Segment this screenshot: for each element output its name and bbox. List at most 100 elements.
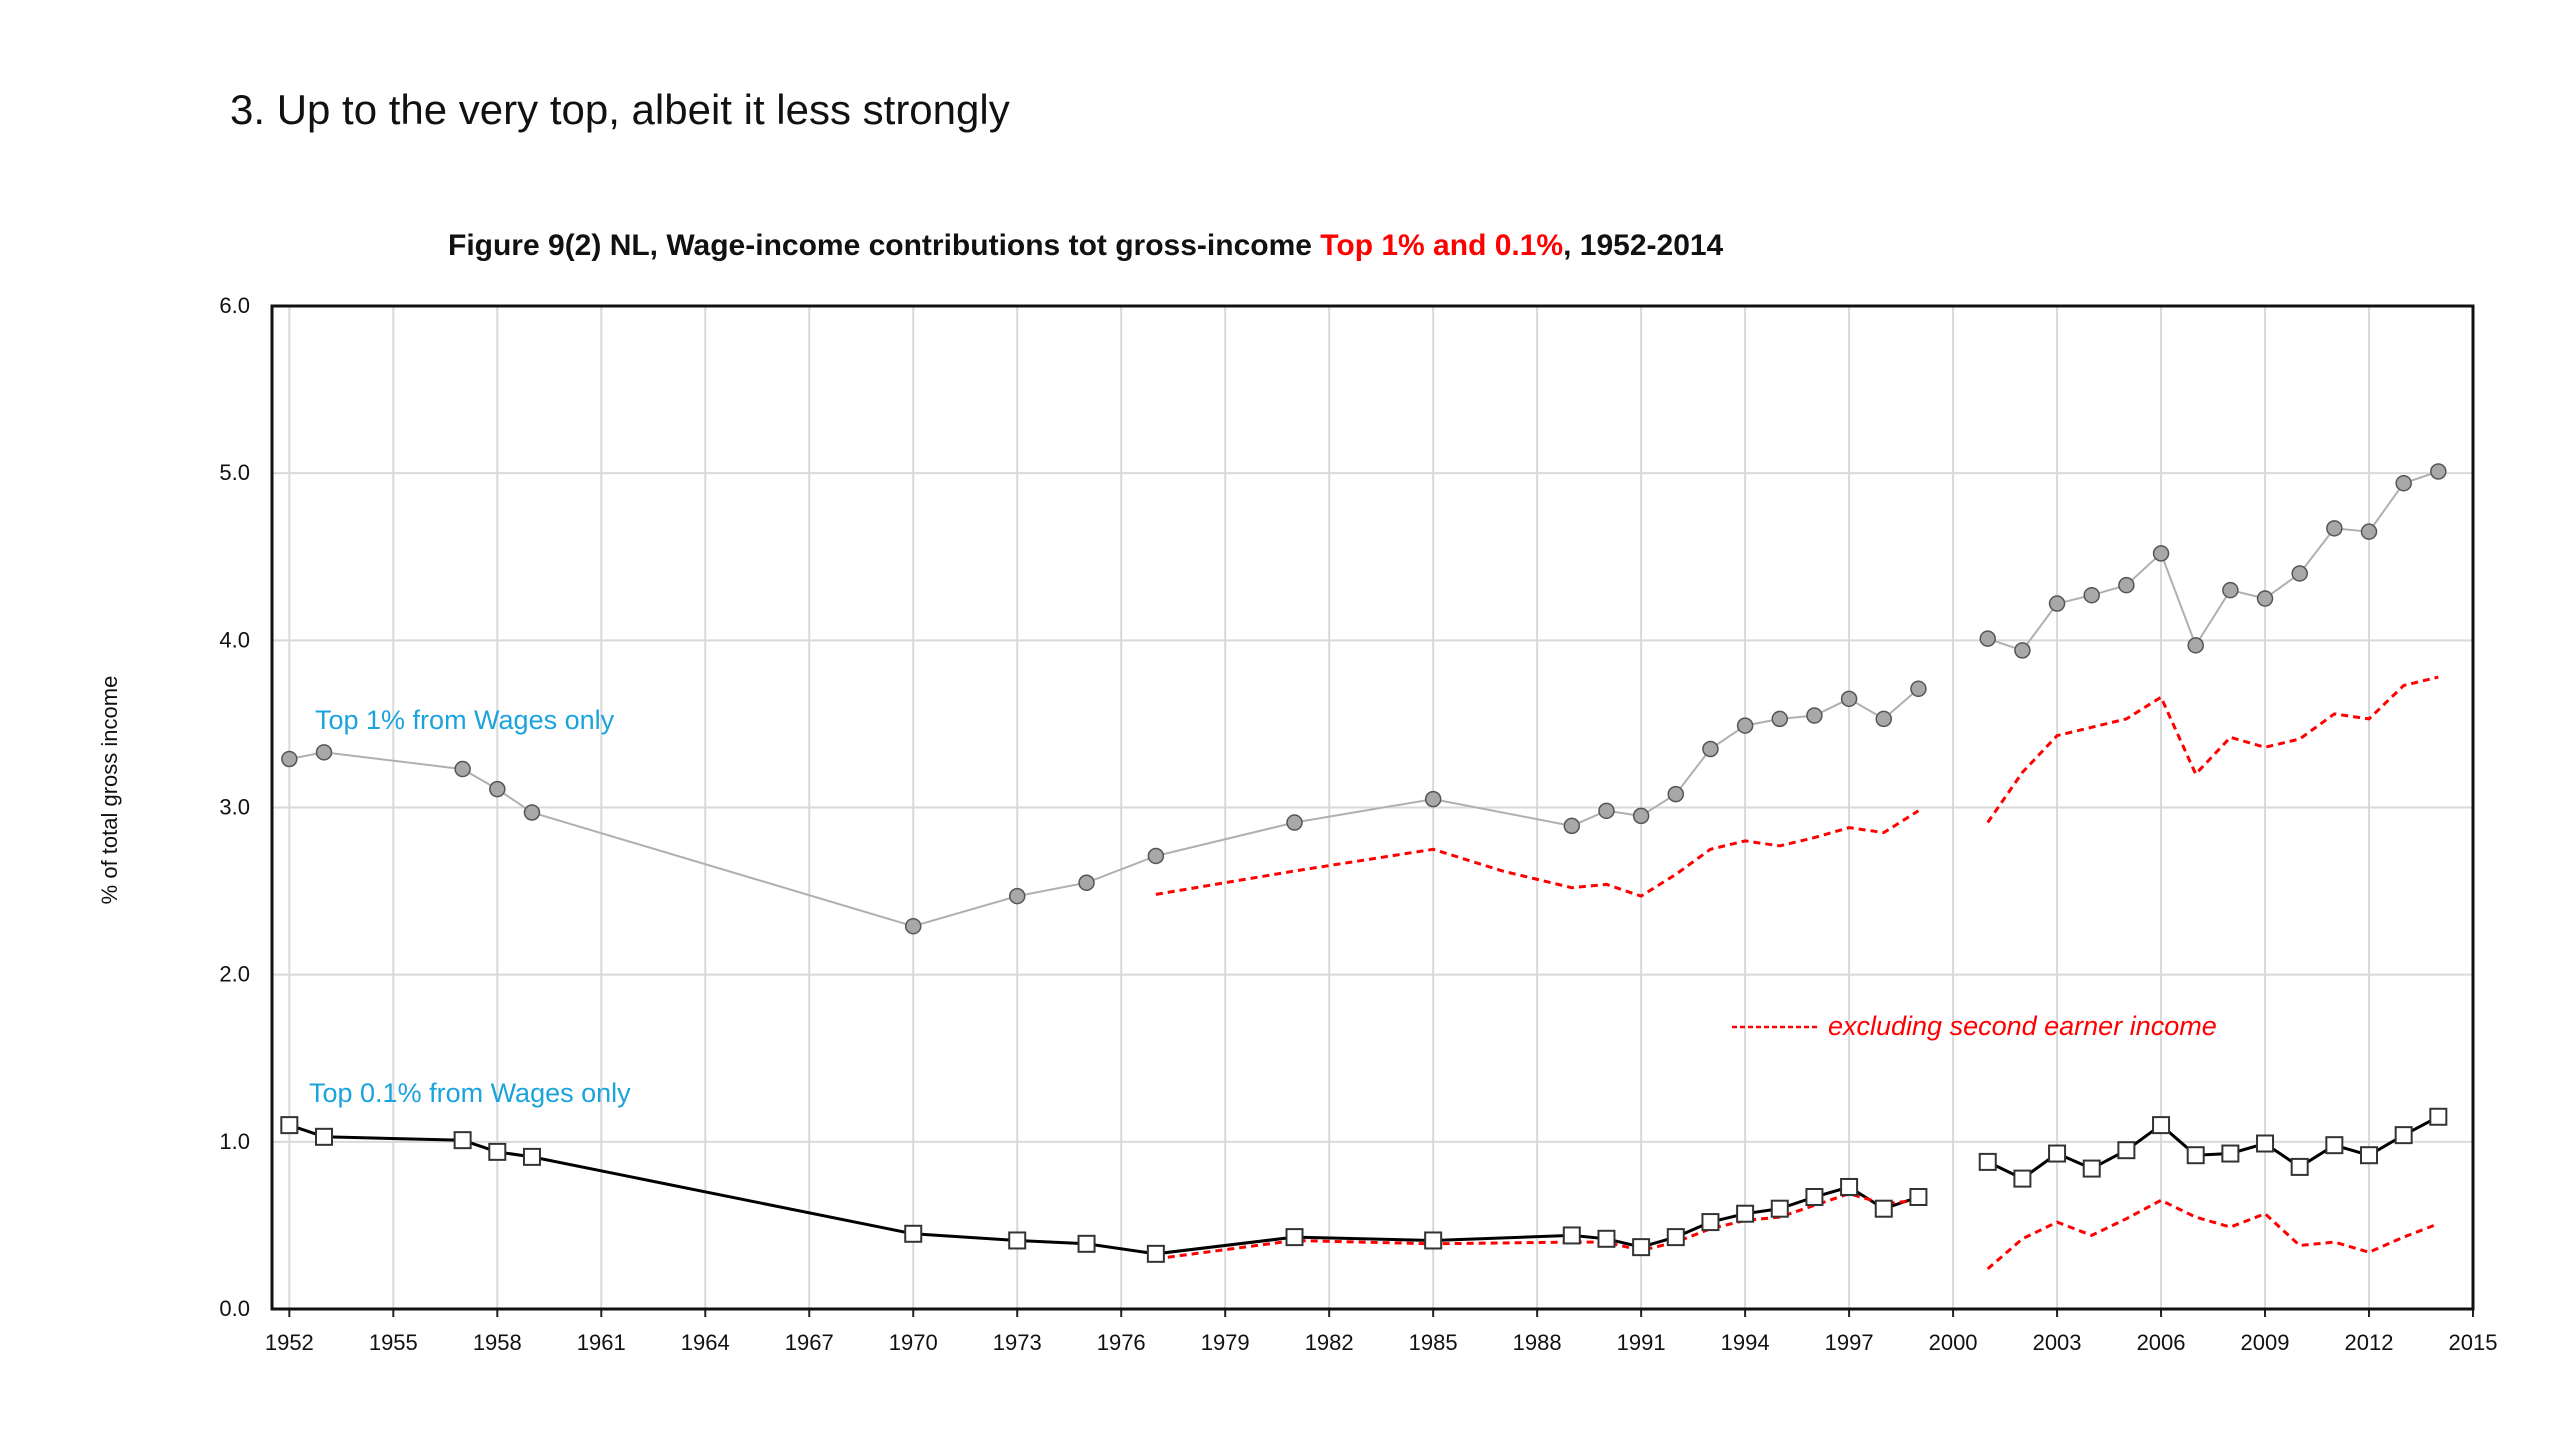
top01-data-point [522,1147,541,1166]
top1-data-point [315,744,333,761]
y-tick-label: 1.0 [219,1129,250,1154]
top1-data-point [2256,590,2274,607]
y-tick-label: 6.0 [219,293,250,318]
top1-excluding-line [1155,809,1920,898]
top1-data-point [2083,586,2100,604]
x-tick-label: 1985 [1409,1330,1458,1355]
top01-data-point [314,1127,333,1146]
x-tick-label: 1964 [681,1330,730,1355]
top01-data-point [1632,1238,1651,1257]
top1-data-point [1979,630,1996,647]
x-tick-label: 1979 [1201,1330,1250,1355]
top1-data-point [523,804,541,821]
top1-data-point [2222,581,2239,599]
top1-data-point [2395,474,2412,492]
top01-data-point [1874,1199,1893,1218]
top1-data-point [1632,807,1650,825]
top1-data-point [2118,576,2135,594]
top1-data-point [1147,847,1165,865]
top1-data-point [2187,637,2204,654]
top01-data-point [2325,1136,2344,1155]
x-tick-label: 2015 [2449,1330,2498,1355]
top01-data-point [1285,1228,1304,1247]
top01-data-point [1736,1204,1755,1223]
top01-data-point [2429,1107,2448,1126]
top1-data-point [904,917,922,935]
top01-data-point [1770,1199,1789,1218]
figure-title: Figure 9(2) NL, Wage-income contribution… [448,229,1723,263]
top1-data-point [1910,680,1927,698]
top01-data-point [1008,1231,1027,1250]
x-tick-label: 1988 [1513,1330,1562,1355]
top1-series-line [1987,470,2439,652]
x-tick-label: 2003 [2033,1330,2082,1355]
top01-data-point [1146,1244,1165,1263]
y-tick-label: 3.0 [219,795,250,820]
x-tick-label: 1955 [369,1330,418,1355]
top01-data-point [1666,1228,1685,1247]
top01-data-point [2221,1144,2240,1163]
top1-data-point [1667,785,1685,803]
x-tick-label: 2000 [1929,1330,1978,1355]
x-tick-label: 1982 [1305,1330,1354,1355]
top1-data-point [1806,707,1823,724]
figure-title-highlight: Top 1% and 0.1% [1320,229,1564,262]
top01-data-point [2082,1159,2101,1178]
top1-data-point [2291,565,2308,582]
top1-excluding-line [1986,675,2439,824]
x-tick-label: 1952 [265,1330,314,1355]
top01-excluding-line [1986,1198,2439,1271]
top01-data-point [280,1116,299,1135]
top1-data-point [1736,717,1754,734]
x-tick-label: 1961 [577,1330,626,1355]
top01-data-point [1597,1229,1616,1248]
top01-series-line [288,1123,1919,1256]
top1-data-point [1424,790,1442,808]
top1-data-point [2014,642,2031,659]
top1-data-point [1078,874,1095,891]
top1-data-point [1702,740,1719,758]
top01-data-point [1424,1231,1443,1250]
top1-data-point [281,750,298,768]
top01-data-point [2048,1144,2067,1163]
top1-data-point [1840,690,1858,708]
top1-data-point [1008,887,1026,905]
top01-data-point [2117,1141,2136,1160]
top01-data-point [904,1224,923,1243]
top1-data-point [2048,595,2066,612]
top01-data-point [1077,1234,1096,1253]
top1-data-point [2430,463,2447,480]
plot-frame [270,304,2475,1311]
x-tick-label: 1994 [1721,1330,1770,1355]
top01-data-point [2256,1134,2275,1153]
y-tick-label: 4.0 [219,627,250,652]
top01-data-point [1562,1226,1581,1245]
y-tick-label: 0.0 [219,1296,250,1321]
top1-data-point [2360,523,2378,540]
top1-data-point [1598,802,1615,820]
top01-data-point [2186,1146,2205,1165]
x-tick-label: 1973 [993,1330,1042,1355]
top01-data-point [1978,1152,1997,1171]
top01-data-point [488,1142,507,1161]
top01-data-point [2394,1126,2413,1145]
figure-title-suffix: , 1952-2014 [1563,229,1724,262]
top01-series-label: Top 0.1% from Wages only [309,1078,631,1108]
top1-data-point [2326,520,2343,537]
top01-data-point [2152,1116,2171,1135]
x-tick-label: 2012 [2345,1330,2394,1355]
top01-data-point [453,1131,472,1150]
x-tick-label: 1991 [1617,1330,1666,1355]
top1-data-point [1563,817,1581,835]
y-tick-label: 5.0 [219,460,250,485]
top01-data-point [1701,1213,1720,1232]
top01-data-point [1805,1187,1824,1206]
x-tick-label: 1970 [889,1330,938,1355]
top1-data-point [2152,545,2170,562]
top01-data-point [2290,1157,2309,1176]
x-tick-label: 2006 [2137,1330,2186,1355]
top1-series-label: Top 1% from Wages only [315,705,615,735]
top01-data-point [1909,1187,1928,1206]
top1-data-point [454,760,471,778]
